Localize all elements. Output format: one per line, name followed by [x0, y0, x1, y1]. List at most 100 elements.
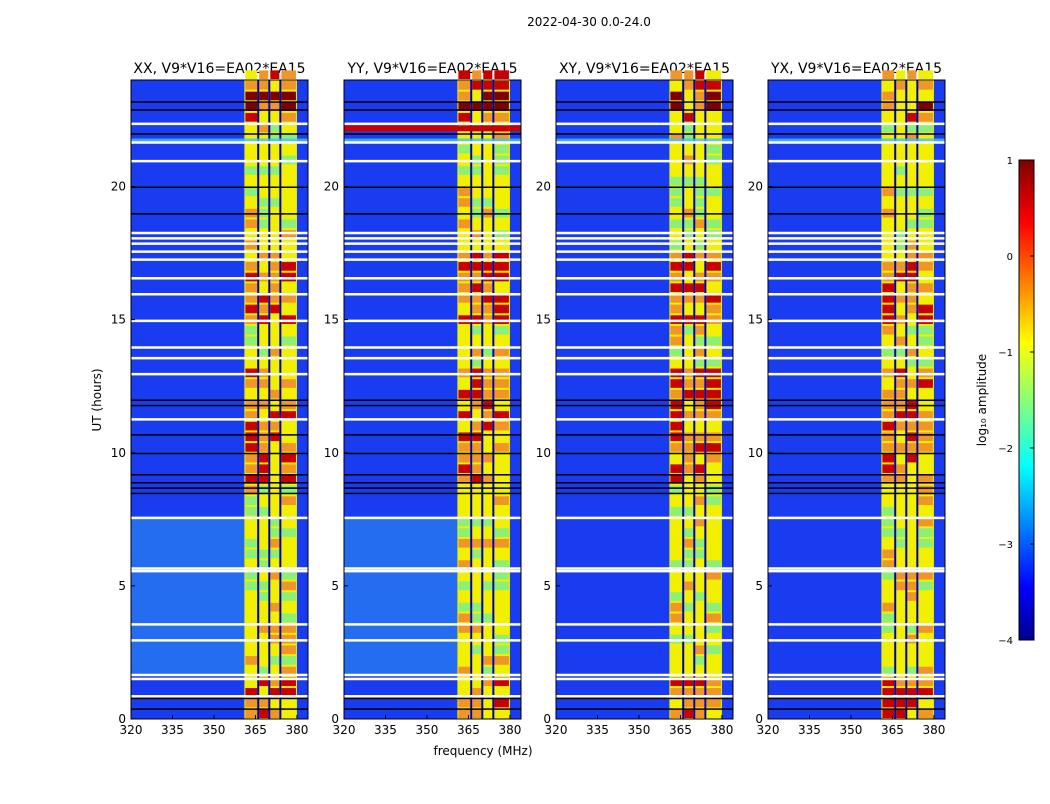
flagged-row	[768, 250, 945, 253]
heatmap-cell	[896, 613, 906, 623]
heatmap-cell	[281, 528, 296, 537]
y-axis-label: UT (hours)	[90, 368, 104, 431]
heatmap-cell	[684, 81, 694, 90]
heatmap-cell	[270, 613, 280, 623]
heatmap-cell	[259, 283, 269, 292]
heatmap-cell	[896, 176, 906, 186]
heatmap-cell	[918, 251, 933, 261]
heatmap-cell	[684, 475, 694, 484]
flagged-row	[768, 242, 945, 245]
heatmap-cell	[896, 294, 906, 303]
heatmap-cell	[670, 112, 683, 122]
flagged-row	[768, 639, 945, 642]
heatmap-cell	[907, 645, 917, 655]
heatmap-cell	[281, 624, 296, 633]
heatmap-cell	[684, 453, 694, 463]
heatmap-cell	[494, 464, 509, 474]
heatmap-cell	[882, 656, 895, 665]
heatmap-cell	[882, 666, 895, 676]
heatmap-cell	[896, 389, 906, 399]
heatmap-cell	[281, 507, 296, 516]
heatmap-cell	[472, 624, 482, 633]
flagged-row	[131, 159, 308, 163]
heatmap-cell	[483, 570, 493, 580]
heatmap-cell	[918, 538, 933, 548]
heatmap-cell	[670, 81, 683, 90]
heatmap-cell	[483, 656, 493, 665]
heatmap-cell	[245, 357, 258, 367]
flagged-row	[344, 101, 521, 103]
y-tick-label: 0	[755, 712, 763, 726]
flagged-row	[131, 258, 308, 261]
heatmap-cell	[684, 432, 694, 442]
heatmap-cell	[882, 496, 895, 505]
heatmap-cell	[918, 357, 933, 367]
heatmap-cell	[270, 187, 280, 197]
heatmap-cell	[259, 166, 269, 175]
heatmap-cell	[706, 698, 721, 708]
heatmap-cell	[245, 560, 258, 569]
flagged-row	[556, 623, 733, 626]
heatmap-cell	[706, 389, 721, 399]
flagged-row	[768, 258, 945, 261]
heatmap-cell	[907, 528, 917, 537]
flagged-row	[768, 695, 945, 698]
heatmap-cell	[472, 517, 482, 527]
heatmap-cell	[245, 283, 258, 292]
heatmap-cell	[483, 240, 493, 250]
flagged-row	[768, 569, 945, 573]
x-tick-label: 350	[203, 723, 226, 737]
heatmap-cell	[259, 464, 269, 474]
heatmap-cell	[458, 432, 471, 442]
flagged-row	[556, 133, 733, 135]
heatmap-cell	[472, 656, 482, 665]
heatmap-cell	[670, 166, 683, 175]
heatmap-cell	[472, 262, 482, 271]
heatmap-cell	[695, 709, 705, 718]
heatmap-cell	[684, 294, 694, 303]
heatmap-cell	[706, 230, 721, 239]
heatmap-cell	[483, 698, 493, 708]
heatmap-cell	[483, 357, 493, 367]
heatmap-cell	[918, 240, 933, 250]
heatmap-cell	[695, 443, 705, 452]
heatmap-cell	[695, 123, 705, 133]
heatmap-cell	[483, 485, 493, 495]
heatmap-cell	[259, 528, 269, 537]
plot-frame	[130, 79, 309, 720]
heatmap-cell	[896, 240, 906, 250]
heatmap-cell	[245, 432, 258, 442]
colorbar-tick-label: −2	[998, 444, 1013, 455]
heatmap-cell	[907, 240, 917, 250]
heatmap-cell	[259, 112, 269, 122]
heatmap-cell	[472, 379, 482, 388]
heatmap-cell	[684, 528, 694, 537]
x-tick-label: 320	[333, 723, 356, 737]
heatmap-cell	[896, 81, 906, 90]
heatmap-cell	[245, 709, 258, 718]
heatmap-cell	[245, 485, 258, 495]
heatmap-cell	[458, 251, 471, 261]
flagged-row	[131, 231, 308, 235]
heatmap-cell	[281, 219, 296, 229]
heatmap-cell	[259, 176, 269, 186]
heatmap-cell	[494, 666, 509, 676]
heatmap-cell	[882, 219, 895, 229]
heatmap-cell	[670, 176, 683, 186]
heatmap-cell	[483, 304, 493, 314]
flagged-row	[768, 237, 945, 240]
heatmap-cell	[695, 112, 705, 122]
heatmap-cell	[472, 176, 482, 186]
heatmap-cell	[281, 613, 296, 623]
heatmap-cell	[670, 347, 683, 356]
flagged-row	[768, 482, 945, 484]
heatmap-cell	[270, 656, 280, 665]
heatmap-cell	[695, 166, 705, 175]
heatmap-cell	[458, 496, 471, 505]
heatmap-cell	[458, 198, 471, 207]
heatmap-cell	[270, 219, 280, 229]
heatmap-cell	[706, 645, 721, 655]
heatmap-cell	[684, 262, 694, 271]
heatmap-cell	[245, 570, 258, 580]
heatmap-cell	[907, 475, 917, 484]
